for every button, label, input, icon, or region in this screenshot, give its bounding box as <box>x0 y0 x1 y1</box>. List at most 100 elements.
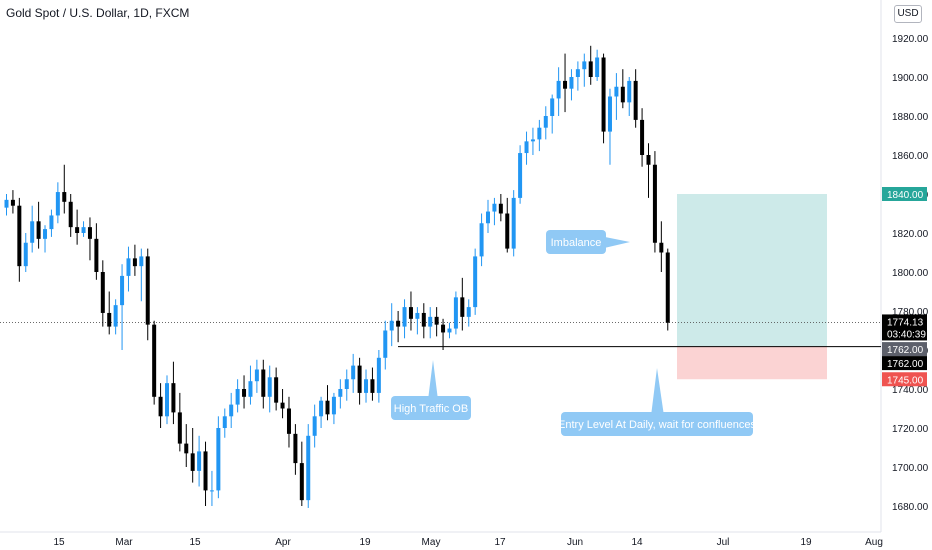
candle-body <box>331 396 336 415</box>
callout-box <box>391 396 471 420</box>
level-badge-1745-bg <box>882 372 927 387</box>
candle-body <box>325 400 330 415</box>
current-price-badge-bg <box>882 314 927 341</box>
candle-body <box>640 119 645 155</box>
candle-body <box>595 57 600 77</box>
candle-body <box>171 383 176 413</box>
x-tick-label: 19 <box>800 537 812 548</box>
y-tick-label: 1740.00 <box>892 385 929 396</box>
candle-body <box>498 203 503 214</box>
candle-body <box>505 213 510 249</box>
currency-button[interactable]: USD <box>894 5 922 23</box>
candle-body <box>511 197 516 249</box>
level-badge-1840: 1840.00 <box>887 190 924 201</box>
candle-body <box>261 369 266 397</box>
candle-body <box>312 416 317 436</box>
candle-body <box>242 389 247 397</box>
candle-body <box>434 316 439 325</box>
y-tick-label: 1920.00 <box>892 34 929 45</box>
callout[interactable]: Entry Level At Daily, wait for confluenc… <box>558 368 756 436</box>
candle-body <box>370 379 375 393</box>
callout-text: High Traffic OB <box>394 403 468 415</box>
x-tick-label: 19 <box>359 537 371 548</box>
candle-body <box>55 192 60 216</box>
candle-body <box>582 61 587 70</box>
candle-body <box>646 155 651 165</box>
candle-body <box>139 256 144 267</box>
candle-body <box>524 141 529 154</box>
candle-body <box>152 324 157 397</box>
x-tick-label: 14 <box>631 537 643 548</box>
x-tick-label: May <box>422 537 441 548</box>
candle-body <box>280 402 285 409</box>
candle-body <box>62 192 67 202</box>
y-tick-label: 1860.00 <box>892 151 929 162</box>
candle-body <box>556 80 561 99</box>
candle-body <box>145 256 150 325</box>
candle-body <box>569 77 574 89</box>
candle-body <box>441 324 446 333</box>
candle-body <box>319 400 324 417</box>
candle-body <box>68 201 73 228</box>
candle-body <box>530 139 535 142</box>
candle-body <box>383 330 388 358</box>
level-badge-1745: 1745.00 <box>887 375 924 386</box>
candle-body <box>614 86 619 97</box>
candle-body <box>402 307 407 327</box>
candle-body <box>235 389 240 405</box>
candle-body <box>43 229 48 239</box>
loss-zone <box>677 346 827 380</box>
candle-body <box>620 86 625 103</box>
candle-body <box>607 96 612 132</box>
candle-body <box>222 416 227 428</box>
candle-body <box>10 199 15 206</box>
candle-body <box>633 80 638 120</box>
candle-body <box>254 369 259 382</box>
candle-body <box>563 80 568 89</box>
candle-body <box>537 127 542 140</box>
candle-body <box>184 443 189 454</box>
y-tick-label: 1800.00 <box>892 268 929 279</box>
candle-body <box>132 258 137 267</box>
candle-body <box>229 404 234 417</box>
candle-body <box>486 211 490 224</box>
level-badge-1840-bg <box>882 187 927 201</box>
candle-body <box>81 227 86 233</box>
level-badge-1762: 1762.00 <box>887 359 924 370</box>
level-badge-1762-grey-bg <box>882 342 927 357</box>
candle-body <box>357 365 362 393</box>
y-tick-label: 1780.00 <box>892 307 929 318</box>
x-tick-label: Jun <box>567 537 583 548</box>
callout[interactable]: High Traffic OB <box>391 360 471 420</box>
candle-body <box>550 98 555 116</box>
candle-body <box>575 69 580 77</box>
candle-body <box>543 116 548 128</box>
candle-body <box>190 453 195 471</box>
candle-body <box>126 258 131 276</box>
candle-body <box>492 203 497 212</box>
y-tick-label: 1900.00 <box>892 73 929 84</box>
candle-body <box>659 242 664 253</box>
countdown-timer: 03:40:39 <box>887 329 926 340</box>
candle-body <box>460 297 465 317</box>
level-badge-1762-grey: 1762.00 <box>887 345 924 356</box>
candle-body <box>197 451 202 471</box>
callout[interactable]: Imbalance <box>546 230 630 254</box>
candle-body <box>376 357 381 393</box>
callout-text: Entry Level At Daily, wait for confluenc… <box>558 419 756 431</box>
candle-body <box>306 435 311 501</box>
profit-zone <box>677 194 827 347</box>
candle-body <box>364 379 369 393</box>
candle-body <box>100 272 105 313</box>
candle-body <box>267 377 272 397</box>
candle-body <box>94 238 99 272</box>
candle-body <box>293 433 298 464</box>
candle-body <box>49 215 54 230</box>
candle-body <box>396 320 401 327</box>
callout-pointer <box>428 360 438 400</box>
candle-body <box>627 80 632 103</box>
candle-body <box>453 297 458 329</box>
candle-body <box>36 221 41 239</box>
x-tick-label: 15 <box>53 537 65 548</box>
